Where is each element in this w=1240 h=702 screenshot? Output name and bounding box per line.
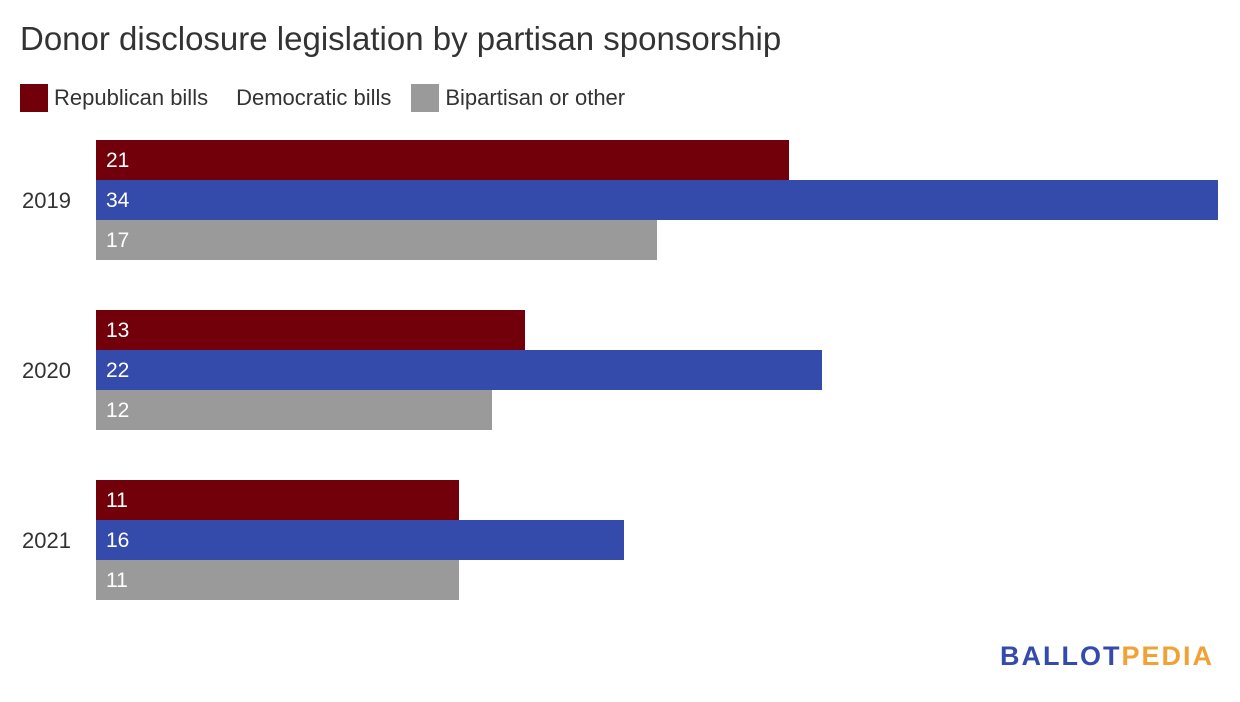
bar-democratic-2020 [96,350,822,390]
logo-part-pedia: PEDIA [1121,641,1214,671]
data-label-republican-2020: 13 [106,319,129,342]
data-label-democratic-2021: 16 [106,529,129,552]
legend-label-republican: Republican bills [54,85,209,110]
data-label-democratic-2019: 34 [106,189,130,212]
legend: Republican bills Democratic bills Bipart… [20,84,645,112]
legend-item-republican: Republican bills [20,84,208,112]
bar-republican-2019 [96,140,789,180]
category-label-2021: 2021 [22,528,71,553]
legend-item-democratic: Democratic bills [228,84,391,112]
data-label-republican-2021: 11 [106,489,128,512]
data-label-bipartisan-2021: 11 [106,569,128,592]
legend-item-bipartisan: Bipartisan or other [411,84,625,112]
bar-republican-2020 [96,310,525,350]
category-label-2019: 2019 [22,188,71,213]
bar-democratic-2021 [96,520,624,560]
legend-label-democratic: Democratic bills [236,85,392,110]
data-label-bipartisan-2020: 12 [106,399,129,422]
bar-democratic-2019 [96,180,1218,220]
bar-bipartisan-2020 [96,390,492,430]
bar-republican-2021 [96,480,459,520]
chart-title: Donor disclosure legislation by partisan… [20,20,782,57]
data-label-republican-2019: 21 [106,149,129,172]
bar-bipartisan-2019 [96,220,657,260]
legend-swatch-bipartisan [411,84,440,112]
category-label-2020: 2020 [22,358,71,383]
legend-swatch-republican [20,84,48,112]
logo-part-ballot: BALLOT [999,641,1122,671]
data-label-democratic-2020: 22 [106,359,129,382]
data-label-bipartisan-2019: 17 [106,229,129,252]
bar-bipartisan-2021 [96,560,459,600]
legend-label-bipartisan: Bipartisan or other [445,85,626,110]
ballotpedia-logo: BALLOTPEDIA [1000,641,1214,672]
